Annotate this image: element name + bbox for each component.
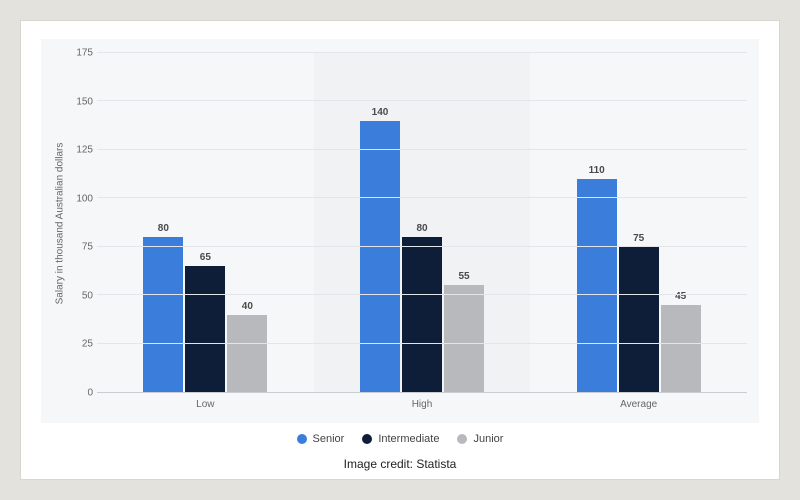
gridline bbox=[97, 52, 747, 53]
legend-swatch-icon bbox=[457, 434, 467, 444]
bar: 65 bbox=[185, 266, 225, 392]
bar: 140 bbox=[360, 121, 400, 392]
y-axis-ticks: 0255075100125150175 bbox=[67, 53, 97, 393]
y-axis-label-wrap: Salary in thousand Australian dollars bbox=[53, 53, 67, 393]
bar-group: 1408055High bbox=[314, 53, 531, 392]
legend-item: Intermediate bbox=[362, 433, 439, 445]
y-tick: 50 bbox=[82, 290, 93, 301]
y-axis-label: Salary in thousand Australian dollars bbox=[55, 142, 66, 304]
gridline bbox=[97, 294, 747, 295]
x-tick-label: Average bbox=[620, 399, 657, 410]
bar: 80 bbox=[402, 237, 442, 392]
bar-value: 75 bbox=[633, 233, 644, 244]
bar-value: 40 bbox=[242, 301, 253, 312]
bar: 55 bbox=[444, 285, 484, 392]
x-tick-label: High bbox=[412, 399, 433, 410]
bar-value: 45 bbox=[675, 291, 686, 302]
bar-group: 806540Low bbox=[97, 53, 314, 392]
plot-area: 806540Low1408055High1107545Average bbox=[97, 53, 747, 393]
y-tick: 25 bbox=[82, 339, 93, 350]
legend: Senior Intermediate Junior bbox=[41, 423, 759, 449]
y-tick: 125 bbox=[76, 145, 93, 156]
bar-value: 110 bbox=[589, 165, 605, 176]
y-tick: 175 bbox=[76, 48, 93, 59]
y-tick: 100 bbox=[76, 193, 93, 204]
legend-label: Junior bbox=[473, 433, 503, 445]
image-frame: Salary in thousand Australian dollars 0 2… bbox=[20, 20, 780, 480]
bar-value: 80 bbox=[416, 223, 427, 234]
legend-item: Senior bbox=[297, 433, 345, 445]
bar: 40 bbox=[227, 315, 267, 392]
gridline bbox=[97, 246, 747, 247]
y-tick: 0 bbox=[87, 388, 93, 399]
chart-area: Salary in thousand Australian dollars 0 2… bbox=[41, 39, 759, 423]
gridline bbox=[97, 100, 747, 101]
legend-label: Senior bbox=[313, 433, 345, 445]
bar-value: 55 bbox=[458, 271, 469, 282]
gridline bbox=[97, 149, 747, 150]
bar: 75 bbox=[619, 247, 659, 392]
image-credit: Image credit: Statista bbox=[41, 449, 759, 471]
bar: 110 bbox=[577, 179, 617, 392]
y-tick: 75 bbox=[82, 242, 93, 253]
legend-label: Intermediate bbox=[378, 433, 439, 445]
gridline bbox=[97, 343, 747, 344]
bar-value: 65 bbox=[200, 252, 211, 263]
legend-item: Junior bbox=[457, 433, 503, 445]
bar-value: 140 bbox=[372, 107, 389, 118]
bar: 80 bbox=[143, 237, 183, 392]
gridline bbox=[97, 197, 747, 198]
legend-swatch-icon bbox=[362, 434, 372, 444]
legend-swatch-icon bbox=[297, 434, 307, 444]
x-tick-label: Low bbox=[196, 399, 214, 410]
bar-group: 1107545Average bbox=[530, 53, 747, 392]
y-tick: 150 bbox=[76, 96, 93, 107]
bar: 45 bbox=[661, 305, 701, 392]
bar-value: 80 bbox=[158, 223, 169, 234]
bar-groups: 806540Low1408055High1107545Average bbox=[97, 53, 747, 392]
